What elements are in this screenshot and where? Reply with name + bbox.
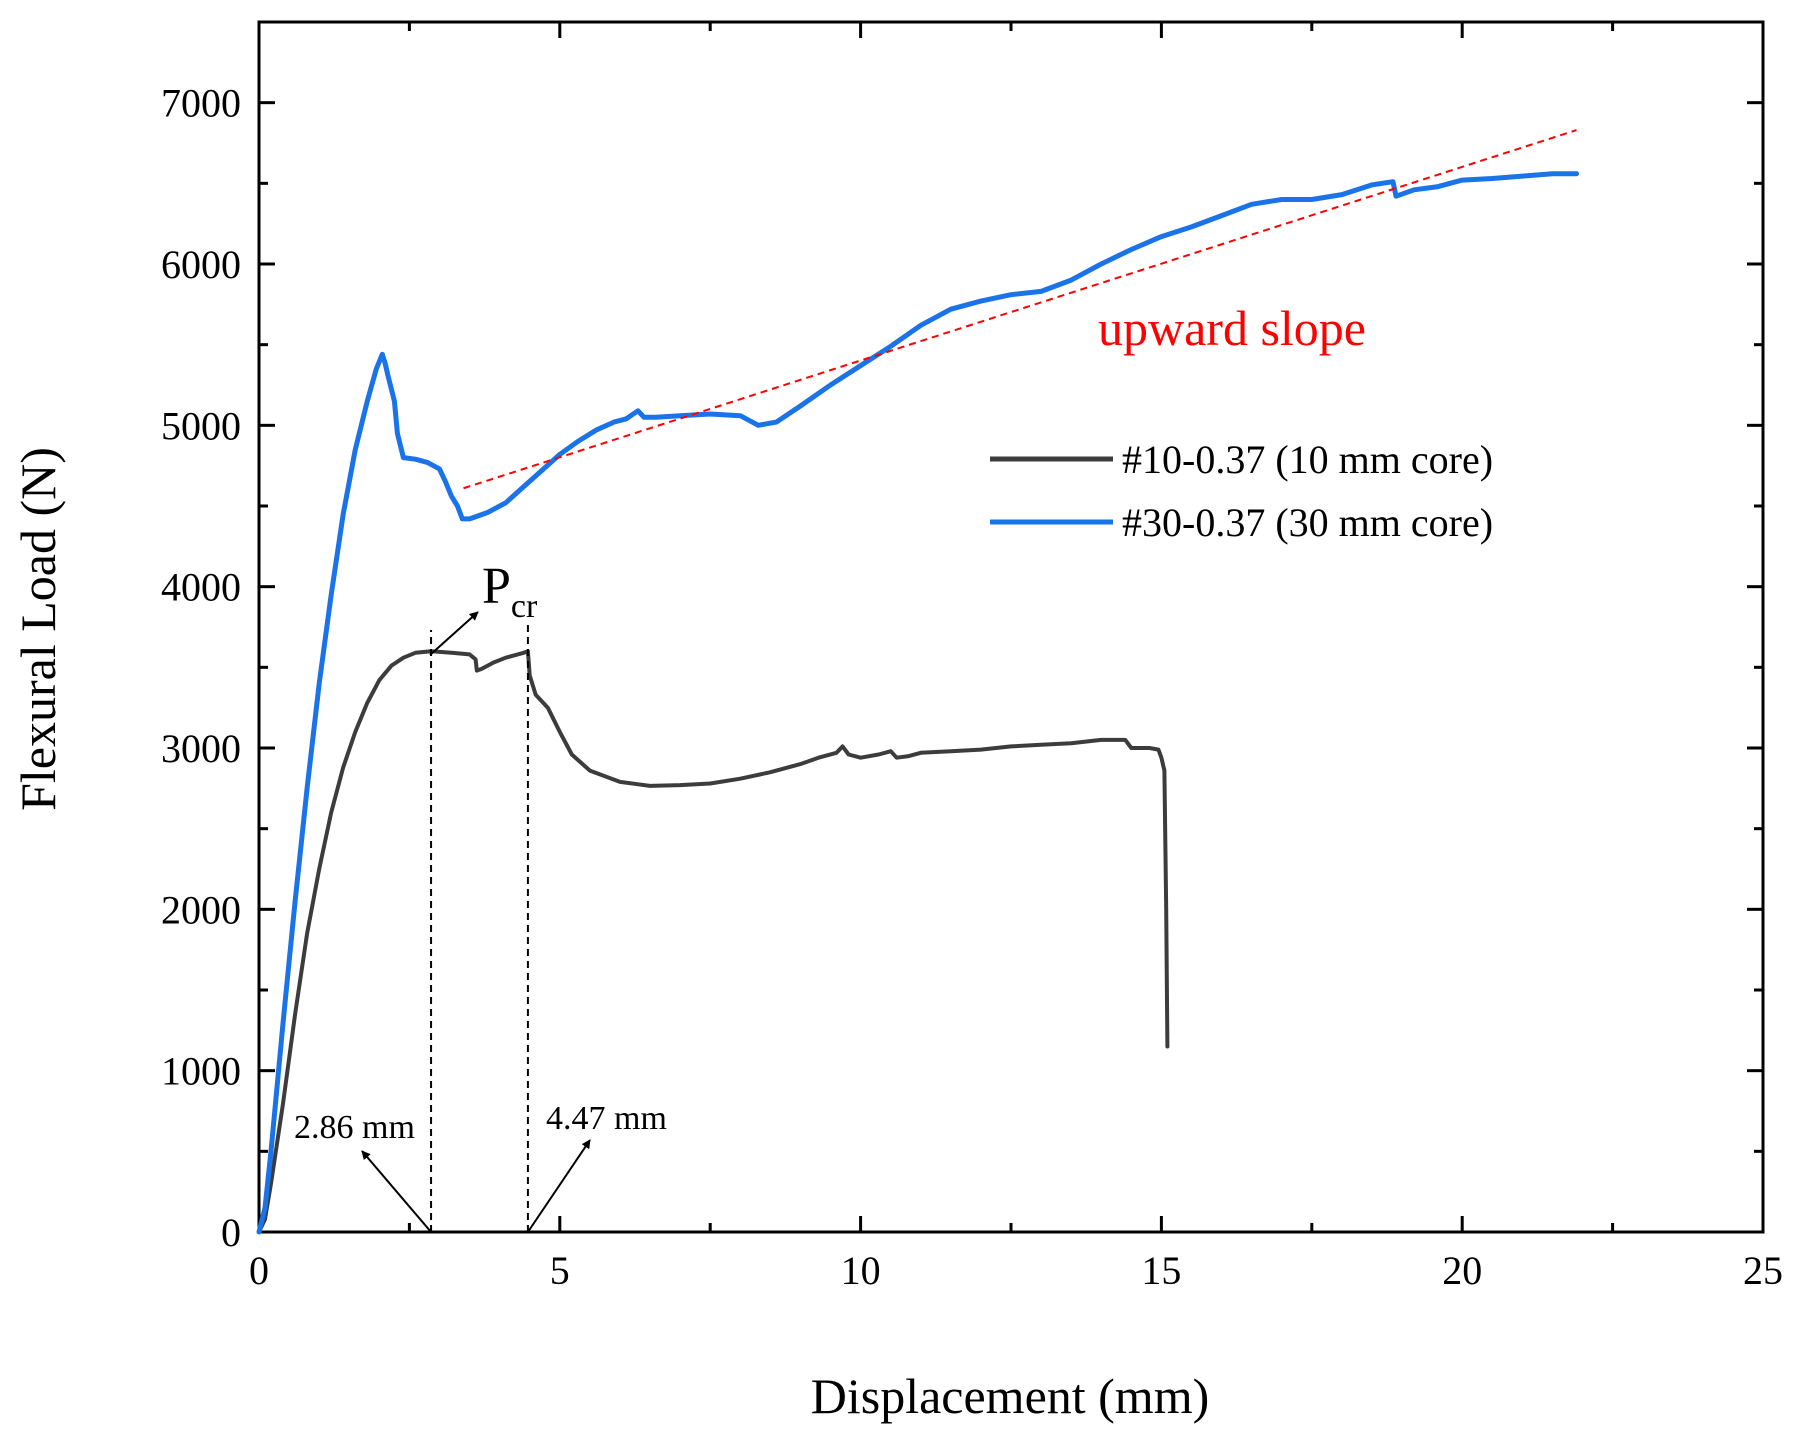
y-axis-title: Flexural Load (N)	[10, 447, 66, 811]
left-marker-label: 2.86 mm	[294, 1109, 415, 1146]
trend-line	[463, 129, 1577, 490]
y-tick-label: 0	[221, 1210, 241, 1255]
y-axis-ticks: 0 1000 2000 3000 4000 5000 6000 7000	[161, 81, 1763, 1255]
trend-label: upward slope	[1098, 300, 1366, 356]
right-marker-arrow	[527, 1139, 591, 1233]
pcr-subscript: cr	[511, 588, 538, 625]
x-tick-label: 0	[249, 1248, 269, 1293]
x-tick-label: 25	[1743, 1248, 1783, 1293]
plot-frame	[257, 20, 1765, 1234]
x-tick-label: 10	[841, 1248, 881, 1293]
x-tick-label: 15	[1141, 1248, 1181, 1293]
y-tick-label: 7000	[161, 81, 241, 126]
legend-label-30mm-core: #30-0.37 (30 mm core)	[1122, 500, 1493, 545]
x-axis-ticks: 0 5 10 15 20 25	[249, 22, 1783, 1293]
series-line-10mm-core	[257, 649, 1170, 1234]
y-tick-label: 1000	[161, 1049, 241, 1094]
y-tick-label: 4000	[161, 565, 241, 610]
series-line-30mm-core	[256, 171, 1579, 1235]
x-tick-label: 20	[1442, 1248, 1482, 1293]
y-tick-label: 5000	[161, 403, 241, 448]
y-tick-label: 3000	[161, 726, 241, 771]
x-axis-title: Displacement (mm)	[811, 1368, 1210, 1424]
legend: #10-0.37 (10 mm core) #30-0.37 (30 mm co…	[990, 437, 1493, 545]
pcr-main-text: P	[482, 558, 511, 615]
annotation-layer	[361, 611, 591, 1233]
y-tick-label: 2000	[161, 887, 241, 932]
pcr-arrow	[429, 611, 479, 656]
right-marker-label: 4.47 mm	[546, 1100, 667, 1137]
pcr-label: Pcr	[482, 558, 538, 625]
series-layer	[256, 129, 1579, 1235]
x-tick-label: 5	[550, 1248, 570, 1293]
legend-label-10mm-core: #10-0.37 (10 mm core)	[1122, 437, 1493, 482]
y-tick-label: 6000	[161, 242, 241, 287]
left-marker-arrow	[361, 1150, 432, 1233]
